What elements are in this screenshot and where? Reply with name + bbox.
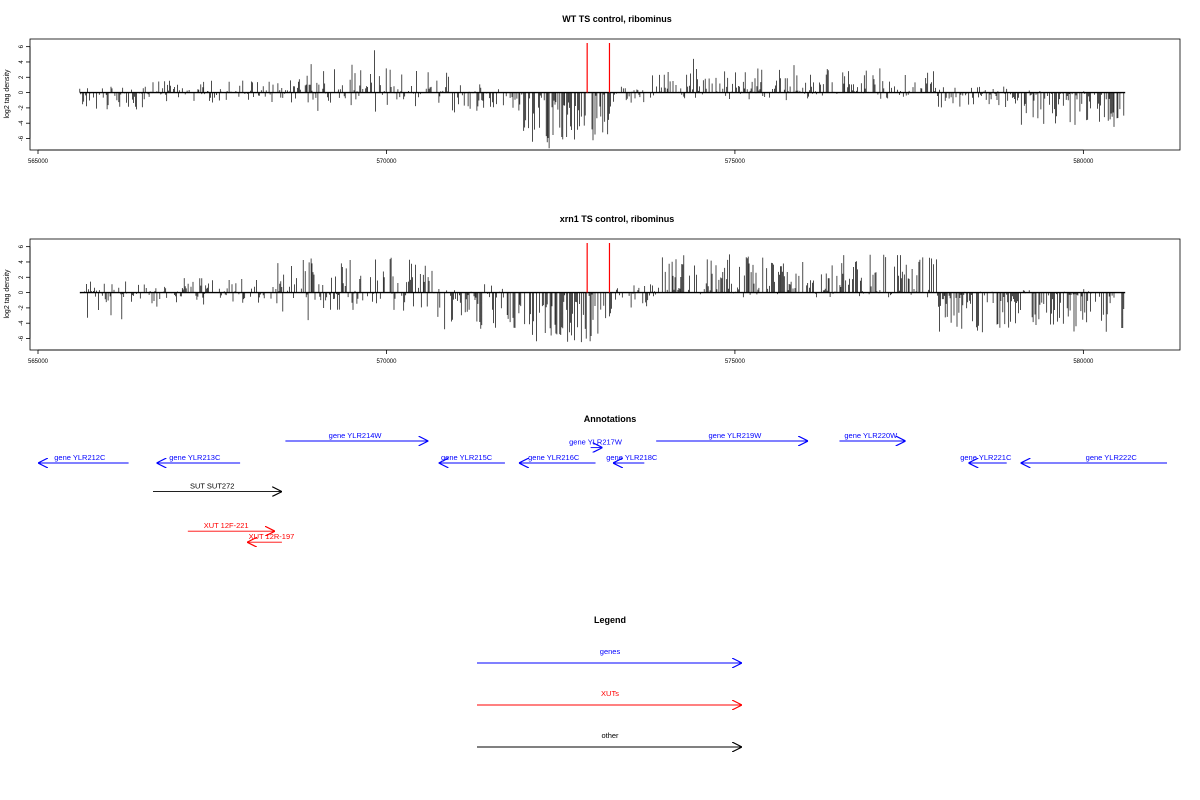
annotations-panel: Annotations gene YLR212C gene YLR213Cgene… (38, 414, 1167, 542)
y-tick-label: -6 (19, 335, 25, 341)
feature-label-gene-ylr222c: gene YLR222C (1086, 453, 1138, 462)
legend-items: genes XUTs other (477, 647, 742, 747)
x-tick-label: 580000 (1073, 359, 1094, 365)
annotations-title: Annotations (584, 414, 637, 424)
feature-label-gene-ylr218c: gene YLR218C (606, 453, 658, 462)
density-bars (80, 254, 1125, 343)
feature-label-xut-12r-197: XUT 12R-197 (249, 532, 295, 541)
y-tick-label: -6 (19, 135, 25, 141)
y-tick-label: 2 (19, 75, 25, 79)
y-axis-wt: -6 -4 -2 0 2 4 6 (19, 44, 31, 141)
y-tick-label: 4 (19, 60, 25, 64)
legend-label-other: other (601, 731, 619, 740)
feature-label-gene-ylr217w: gene YLR217W (569, 438, 623, 447)
feature-label-gene-ylr212c: gene YLR212C (54, 453, 106, 462)
signal-bars-wt (79, 50, 1126, 149)
track-panel-wt: WT TS control, ribominus log2 tag densit… (4, 14, 1181, 165)
feature-label-gene-ylr221c: gene YLR221C (960, 453, 1012, 462)
y-axis-label-wt: log2 tag density (4, 69, 11, 119)
signal-bars-xrn1 (79, 254, 1126, 343)
x-tick-label: 570000 (376, 159, 397, 165)
y-tick-label: 0 (19, 90, 25, 94)
x-tick-label: 580000 (1073, 159, 1094, 165)
density-bars (79, 50, 1125, 149)
y-tick-label: -4 (19, 320, 25, 326)
marker-lines-xrn1 (586, 243, 611, 293)
track-panel-xrn1: xrn1 TS control, ribominus log2 tag dens… (4, 214, 1181, 365)
feature-label-gene-ylr219w: gene YLR219W (708, 431, 762, 440)
x-tick-label: 570000 (376, 359, 397, 365)
y-tick-label: 6 (19, 44, 25, 48)
marker-lines-wt (586, 43, 611, 93)
y-tick-label: 0 (19, 290, 25, 294)
x-tick-label: 565000 (28, 159, 49, 165)
y-tick-label: 4 (19, 260, 25, 264)
legend-title: Legend (594, 615, 626, 625)
legend-label-xuts: XUTs (601, 689, 619, 698)
feature-label-gene-ylr213c: gene YLR213C (169, 453, 221, 462)
feature-label-xut-12f-221: XUT 12F-221 (204, 521, 249, 530)
legend-panel: Legend genes XUTs other (477, 615, 742, 747)
feature-label-sut-sut272: SUT SUT272 (190, 482, 234, 491)
x-axis-wt: 565000 570000 575000 580000 (28, 149, 1094, 165)
track-title-xrn1: xrn1 TS control, ribominus (560, 214, 675, 224)
annotation-features: gene YLR212C gene YLR213C gene YLR214W gene… (38, 431, 1167, 542)
y-tick-label: 6 (19, 244, 25, 248)
y-axis-label-xrn1: log2 tag density (4, 269, 11, 319)
feature-label-gene-ylr215c: gene YLR215C (441, 453, 493, 462)
feature-label-gene-ylr214w: gene YLR214W (329, 431, 383, 440)
x-axis-xrn1: 565000 570000 575000 580000 (28, 349, 1094, 365)
track-title-wt: WT TS control, ribominus (562, 14, 672, 24)
y-tick-label: 2 (19, 275, 25, 279)
y-tick-label: -4 (19, 120, 25, 126)
feature-label-gene-ylr220w: gene YLR220W (844, 431, 898, 440)
x-tick-label: 575000 (725, 359, 746, 365)
y-tick-label: -2 (19, 105, 25, 111)
x-tick-label: 575000 (725, 159, 746, 165)
legend-label-genes: genes (600, 647, 621, 656)
y-axis-xrn1: -6 -4 -2 0 2 4 6 (19, 244, 31, 341)
y-tick-label: -2 (19, 305, 25, 311)
x-tick-label: 565000 (28, 359, 49, 365)
feature-label-gene-ylr216c: gene YLR216C (528, 453, 580, 462)
